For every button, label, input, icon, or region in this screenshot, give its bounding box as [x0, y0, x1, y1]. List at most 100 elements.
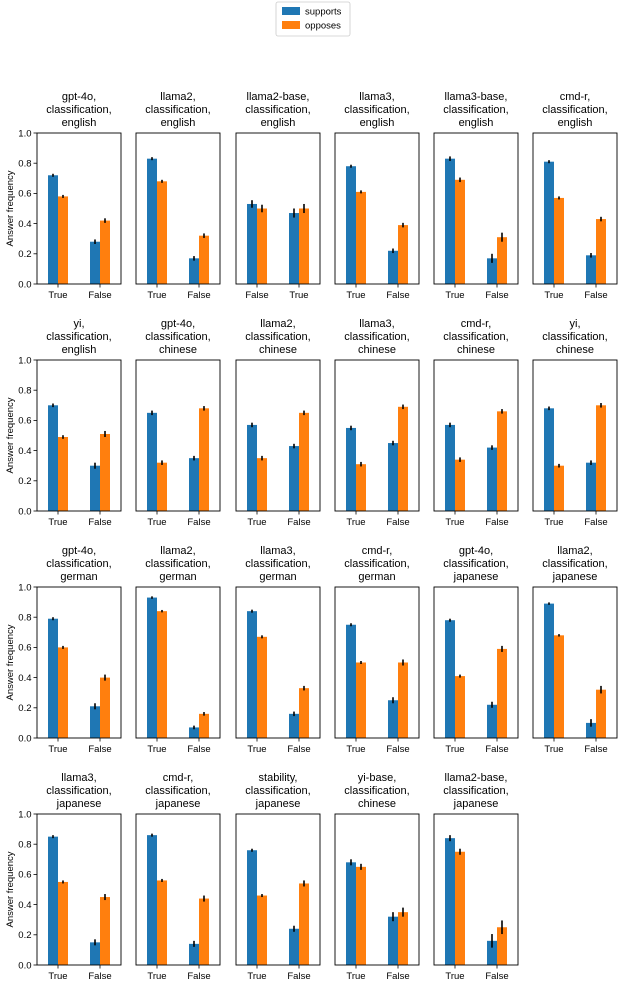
y-tick-label: 0.0: [18, 506, 31, 517]
subplot-17: llama2,classification,japanese True False: [532, 545, 618, 755]
subplot-13: llama2,classification,german True False: [135, 545, 221, 755]
subplot-16: gpt-4o,classification,japanese True False: [433, 545, 519, 755]
subplot-title-line: english: [62, 344, 97, 356]
subplot-4: llama3-base,classification,english True Fa…: [433, 91, 519, 301]
subplot-14: llama3,classification,german True False: [235, 545, 321, 755]
subplot-8: llama2,classification,chinese True False: [235, 318, 321, 528]
bar-supports: [90, 942, 100, 965]
bar-opposes: [398, 662, 408, 738]
x-tick-label: False: [584, 290, 607, 301]
y-tick-label: 0.6: [18, 643, 31, 654]
bar-opposes: [157, 181, 167, 284]
y-axis-label: Answer frequency: [5, 851, 16, 927]
subplot-title-line: gpt-4o,: [459, 545, 493, 557]
axes-frame: [235, 132, 321, 285]
subplot-title-line: classification,: [46, 785, 111, 797]
subplot-title-line: chinese: [358, 344, 396, 356]
x-tick-label: False: [386, 290, 409, 301]
bar-supports: [586, 462, 596, 511]
bar-opposes: [497, 237, 507, 284]
bar-supports: [189, 727, 199, 738]
bar-opposes: [554, 197, 564, 284]
subplot-title-line: classification,: [443, 104, 508, 116]
bar-opposes: [356, 662, 366, 738]
bar-opposes: [58, 437, 68, 511]
axes-frame: [235, 813, 321, 966]
bar-opposes: [497, 411, 507, 511]
subplot-5: cmd-r,classification,english True False: [532, 91, 618, 301]
subplot-15: cmd-r,classification,german True False: [334, 545, 420, 755]
x-tick-label: True: [289, 290, 308, 301]
subplot-6: yi,classification,english True False 0.0 0.2…: [5, 318, 122, 528]
bar-supports: [247, 203, 257, 284]
bar-supports: [487, 704, 497, 738]
bar-opposes: [497, 927, 507, 965]
subplot-11: yi,classification,chinese True False: [532, 318, 618, 528]
x-tick-label: False: [187, 971, 210, 982]
bar-supports: [48, 405, 58, 511]
bar-supports: [388, 443, 398, 511]
subplot-title-line: classification,: [245, 558, 310, 570]
subplot-title-line: japanese: [255, 798, 301, 810]
bar-supports: [90, 706, 100, 738]
x-tick-label: False: [88, 290, 111, 301]
x-tick-label: True: [48, 290, 67, 301]
axes-frame: [334, 813, 420, 966]
subplot-title-line: llama2-base,: [247, 91, 310, 103]
bar-opposes: [398, 406, 408, 511]
axes-frame: [433, 586, 519, 739]
legend-label-supports: supports: [305, 7, 342, 18]
subplot-title-line: classification,: [344, 785, 409, 797]
bar-supports: [445, 620, 455, 738]
x-tick-label: True: [544, 517, 563, 528]
y-tick-label: 0.2: [18, 249, 31, 260]
bar-supports: [189, 943, 199, 965]
y-tick-label: 0.8: [18, 613, 31, 624]
bar-opposes: [398, 225, 408, 284]
bar-opposes: [497, 648, 507, 738]
bar-supports: [586, 722, 596, 738]
bar-opposes: [100, 220, 110, 284]
subplot-title-line: japanese: [56, 798, 102, 810]
x-tick-label: True: [445, 971, 464, 982]
x-tick-label: True: [346, 971, 365, 982]
subplot-title-line: llama3,: [359, 91, 394, 103]
legend: supports opposes: [275, 1, 351, 37]
y-tick-label: 0.4: [18, 446, 31, 457]
x-tick-label: True: [346, 517, 365, 528]
subplot-21: yi-base,classification,chinese True False: [334, 772, 420, 982]
bar-supports: [289, 446, 299, 511]
subplot-title-line: classification,: [344, 104, 409, 116]
bar-supports: [388, 916, 398, 965]
bar-supports: [346, 166, 356, 284]
subplot-20: stability,classification,japanese True Fal…: [235, 772, 321, 982]
subplot-title-line: classification,: [542, 558, 607, 570]
y-tick-label: 0.4: [18, 219, 31, 230]
y-tick-label: 0.6: [18, 189, 31, 200]
x-tick-label: False: [287, 744, 310, 755]
subplot-title-line: english: [360, 117, 395, 129]
subplot-title-line: german: [159, 571, 196, 583]
x-tick-label: True: [247, 971, 266, 982]
bar-opposes: [455, 676, 465, 738]
axes-frame: [36, 586, 122, 739]
subplot-title-line: yi,: [570, 318, 581, 330]
x-tick-label: True: [48, 517, 67, 528]
subplot-title-line: cmd-r,: [163, 772, 194, 784]
y-tick-label: 0.6: [18, 416, 31, 427]
subplot-title-line: chinese: [259, 344, 297, 356]
x-tick-label: True: [147, 744, 166, 755]
x-tick-label: False: [88, 517, 111, 528]
bar-opposes: [100, 433, 110, 511]
subplot-title-line: japanese: [453, 571, 499, 583]
bar-supports: [247, 611, 257, 738]
subplot-title-line: gpt-4o,: [161, 318, 195, 330]
bar-opposes: [596, 219, 606, 284]
axes-frame: [532, 586, 618, 739]
y-tick-label: 0.4: [18, 673, 31, 684]
x-tick-label: False: [485, 971, 508, 982]
y-axis-label: Answer frequency: [5, 624, 16, 700]
subplot-title-line: english: [558, 117, 593, 129]
x-tick-label: True: [247, 744, 266, 755]
y-tick-label: 0.8: [18, 386, 31, 397]
